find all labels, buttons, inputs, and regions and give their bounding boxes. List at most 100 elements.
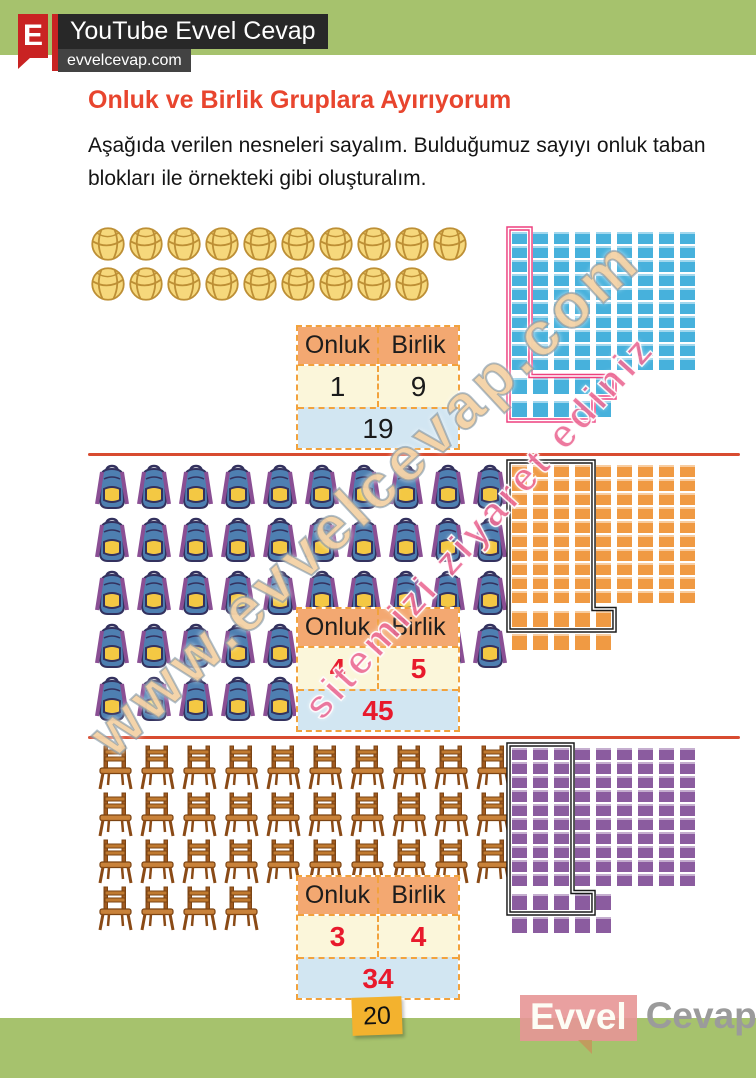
backpack-icon: [386, 517, 426, 565]
chair-icon: [346, 745, 388, 790]
backpack-icon: [470, 464, 510, 512]
ones-header: Birlik: [377, 609, 458, 646]
item-row: [92, 570, 510, 618]
ones-cube: [554, 378, 569, 394]
backpack-icon: [470, 623, 510, 671]
backpack-icon: [428, 570, 468, 618]
backpack-icon: [176, 517, 216, 565]
backpack-icon: [260, 517, 300, 565]
volleyball-icon: [318, 226, 354, 262]
volleyball-icon: [432, 226, 468, 262]
tens-rod: [512, 748, 527, 888]
ones-cube: [554, 611, 569, 627]
backpack-icon: [218, 570, 258, 618]
backpack-icon: [344, 517, 384, 565]
table-value-row: 3 4: [298, 914, 458, 957]
chair-icon: [136, 886, 178, 931]
table-header-row: Onluk Birlik: [298, 877, 458, 914]
tens-rod: [512, 465, 527, 605]
base-ten-blocks: [506, 742, 712, 944]
section-divider: [88, 736, 740, 739]
logo-evvel: Evvel: [520, 995, 637, 1054]
channel-name-banner: YouTube Evvel Cevap: [58, 14, 328, 49]
logo-red-stripe: [52, 14, 58, 71]
logo-cevap: Cevap: [645, 995, 756, 1036]
backpack-icon: [218, 464, 258, 512]
backpack-icon: [176, 464, 216, 512]
item-row: [94, 886, 514, 931]
chair-icon: [346, 792, 388, 837]
table-header-row: Onluk Birlik: [298, 609, 458, 646]
exercise-backpacks: Onluk Birlik 4 5 45: [88, 459, 748, 736]
tens-header: Onluk: [298, 327, 377, 364]
volleyball-icon: [204, 226, 240, 262]
tens-rod: [617, 465, 632, 605]
channel-logo-e-icon: E: [18, 14, 48, 69]
chair-icon: [388, 792, 430, 837]
volleyball-icon: [204, 266, 240, 302]
section-divider: [88, 453, 740, 456]
ones-cube: [533, 917, 548, 933]
chair-icon: [430, 745, 472, 790]
ones-cube: [575, 401, 590, 417]
tens-rod: [512, 232, 527, 372]
backpack-icon: [176, 623, 216, 671]
total-value: 45: [298, 689, 458, 730]
chair-icon: [220, 886, 262, 931]
chair-icon: [220, 792, 262, 837]
ones-cube: [575, 378, 590, 394]
item-row: [90, 226, 468, 262]
volleyball-icon: [356, 226, 392, 262]
volleyball-icon: [318, 266, 354, 302]
volleyball-icon: [394, 266, 430, 302]
tens-rod: [596, 748, 611, 888]
tens-rod: [617, 232, 632, 372]
ones-cube: [533, 378, 548, 394]
tens-rod: [638, 465, 653, 605]
ones-cube: [596, 611, 611, 627]
ones-cube: [512, 611, 527, 627]
backpack-icon: [260, 464, 300, 512]
ones-header: Birlik: [377, 327, 458, 364]
chair-icon: [220, 839, 262, 884]
tens-rod: [575, 232, 590, 372]
backpack-icon: [134, 570, 174, 618]
ones-cube: [512, 894, 527, 910]
chair-icon: [94, 839, 136, 884]
ones-cube: [575, 634, 590, 650]
tens-ones-table: Onluk Birlik 1 9 19: [296, 325, 460, 450]
tens-rod: [554, 748, 569, 888]
backpack-icon: [428, 517, 468, 565]
volleyball-icon: [242, 266, 278, 302]
instruction-text: Aşağıda verilen nesneleri sayalım. Buldu…: [88, 134, 706, 190]
ones-cube: [554, 917, 569, 933]
total-value: 34: [298, 957, 458, 998]
chair-icon: [262, 792, 304, 837]
chair-icon: [262, 745, 304, 790]
item-row: [92, 464, 510, 512]
tens-rod: [638, 232, 653, 372]
item-row: [94, 792, 514, 837]
backpack-icon: [134, 676, 174, 724]
tens-rod: [680, 232, 695, 372]
ones-cube: [575, 894, 590, 910]
ones-cube: [596, 378, 611, 394]
chair-icon: [304, 745, 346, 790]
chair-icon: [94, 886, 136, 931]
chair-icon: [220, 745, 262, 790]
volleyball-icon: [394, 226, 430, 262]
ones-cube: [512, 917, 527, 933]
base-ten-blocks: [506, 459, 712, 661]
publisher-logo: Evvel Cevap: [520, 995, 756, 1054]
tens-rod: [533, 465, 548, 605]
volleyball-icon: [128, 266, 164, 302]
tens-rod: [533, 232, 548, 372]
backpack-icon: [92, 623, 132, 671]
volleyball-icon: [166, 266, 202, 302]
ones-cube: [554, 634, 569, 650]
ones-header: Birlik: [377, 877, 458, 914]
volleyballs-grid: [90, 226, 468, 306]
chair-icon: [178, 745, 220, 790]
backpack-icon: [134, 623, 174, 671]
volleyball-icon: [128, 226, 164, 262]
